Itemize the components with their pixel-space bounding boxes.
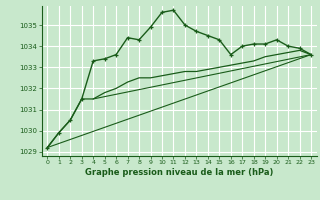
X-axis label: Graphe pression niveau de la mer (hPa): Graphe pression niveau de la mer (hPa) bbox=[85, 168, 273, 177]
